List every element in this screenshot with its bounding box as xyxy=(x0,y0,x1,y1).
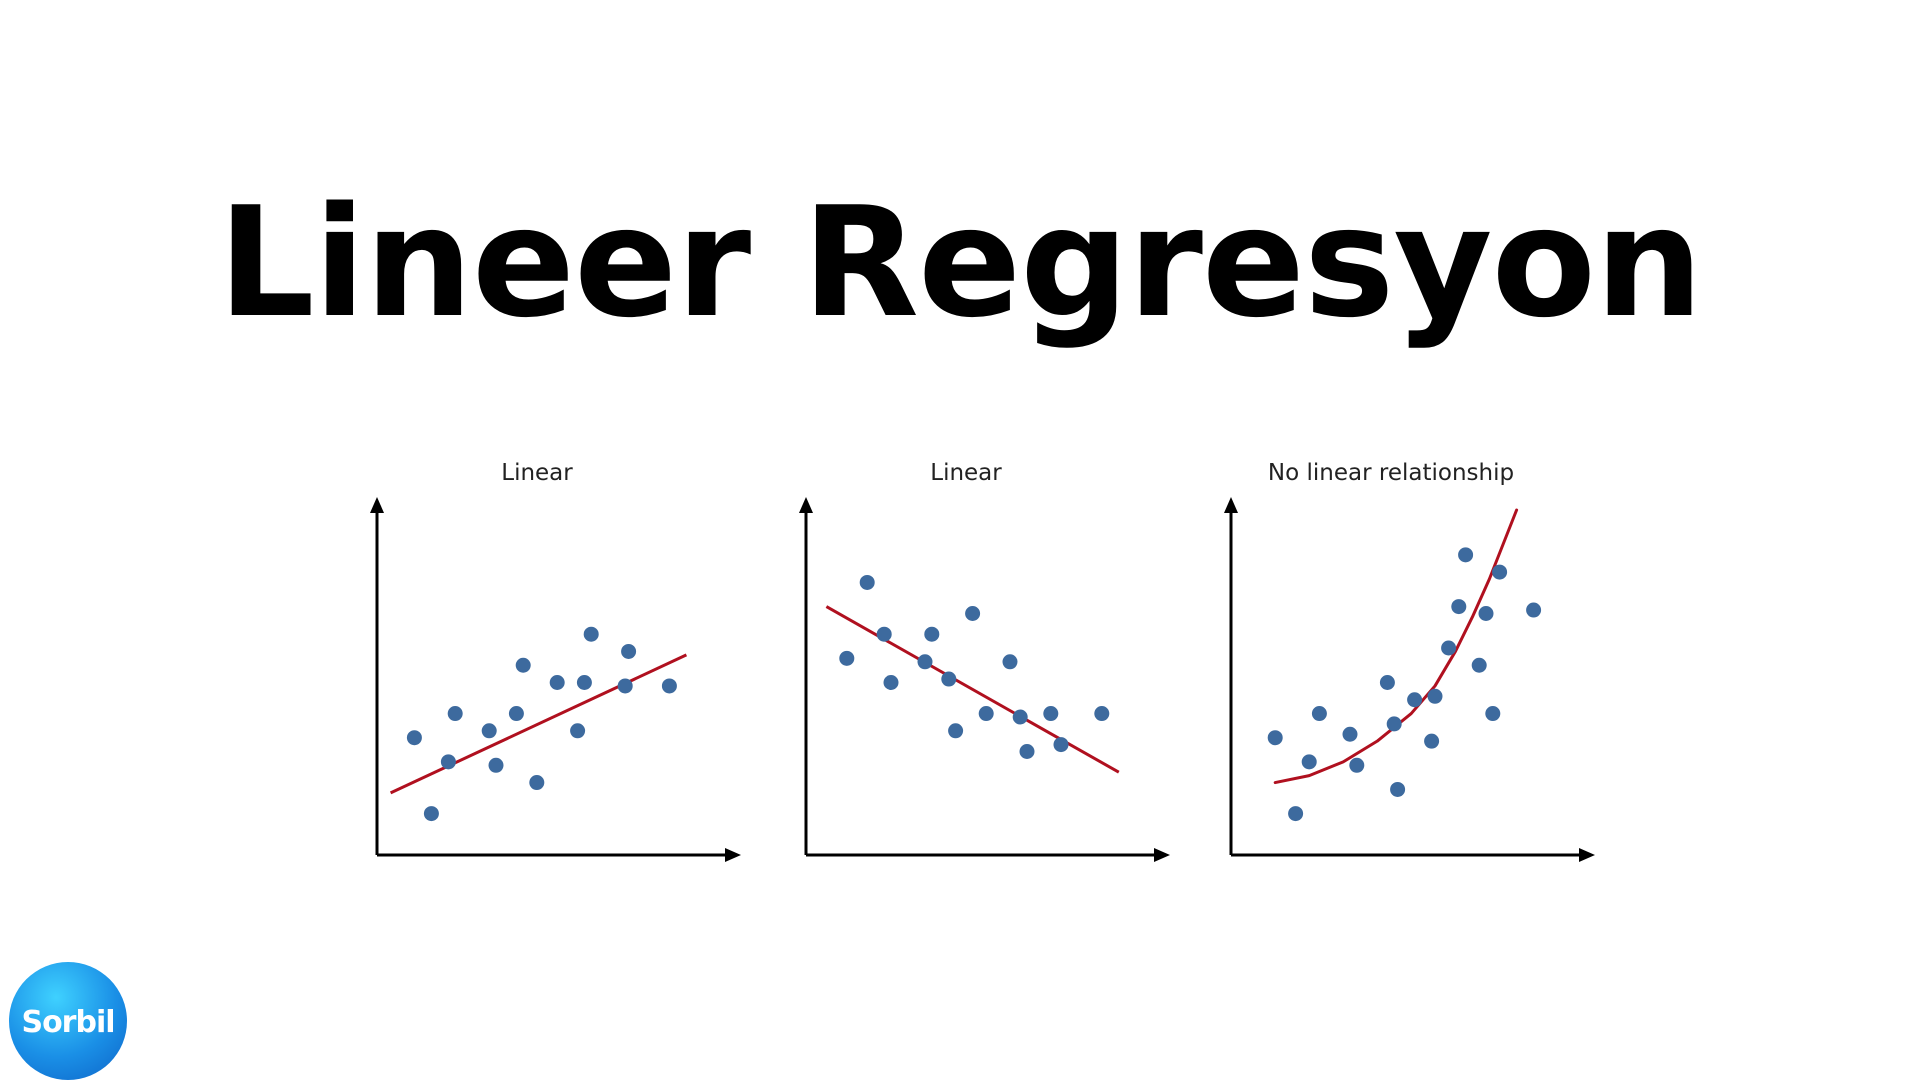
data-point xyxy=(617,678,633,694)
data-point xyxy=(1471,657,1487,673)
chart-svg: Linear xyxy=(799,460,1170,862)
y-axis-arrow xyxy=(1224,497,1238,513)
data-point xyxy=(1002,654,1018,670)
data-point xyxy=(924,626,940,642)
data-point xyxy=(1301,754,1317,770)
data-point xyxy=(621,643,637,659)
data-point xyxy=(508,706,524,722)
slide-title: Lineer Regresyon xyxy=(217,174,1703,351)
x-axis-arrow xyxy=(725,848,741,862)
chart-title: Linear xyxy=(930,460,1002,486)
data-point xyxy=(570,723,586,739)
chart-title: No linear relationship xyxy=(1268,460,1514,486)
data-point xyxy=(1288,806,1304,822)
y-axis-arrow xyxy=(370,497,384,513)
chart-svg: No linear relationship xyxy=(1224,460,1595,862)
data-point xyxy=(440,754,456,770)
data-point xyxy=(515,657,531,673)
data-point xyxy=(1043,706,1059,722)
data-point xyxy=(1053,737,1069,753)
data-point xyxy=(1379,675,1395,690)
data-point xyxy=(1458,547,1474,563)
data-point xyxy=(481,723,497,739)
data-point xyxy=(1342,726,1358,742)
data-point xyxy=(1012,709,1028,725)
data-point xyxy=(941,671,957,687)
data-point xyxy=(917,654,933,670)
chart-linear-negative: Linear xyxy=(784,455,1214,875)
data-point xyxy=(1424,733,1440,749)
regression-line xyxy=(389,653,688,795)
data-point xyxy=(529,775,545,791)
data-point xyxy=(1451,599,1467,615)
data-point xyxy=(876,626,892,642)
data-point xyxy=(883,675,899,690)
chart-no-linear: No linear relationship xyxy=(1209,455,1639,875)
data-point xyxy=(965,606,981,621)
data-point xyxy=(406,730,422,746)
data-point xyxy=(859,574,875,590)
x-axis-arrow xyxy=(1579,848,1595,862)
data-point xyxy=(1492,564,1508,580)
data-point xyxy=(1526,602,1542,618)
data-point xyxy=(1019,744,1035,759)
data-point xyxy=(423,806,439,822)
data-point xyxy=(1386,716,1402,732)
data-point xyxy=(1094,706,1110,722)
data-point xyxy=(1311,706,1327,722)
data-point xyxy=(1390,781,1406,797)
data-point xyxy=(583,626,599,642)
data-point xyxy=(576,675,592,690)
x-axis-arrow xyxy=(1154,848,1170,862)
chart-linear-positive: Linear xyxy=(355,455,785,875)
data-point xyxy=(1441,640,1457,656)
data-point xyxy=(978,706,994,722)
regression-curve xyxy=(1273,508,1519,785)
y-axis-arrow xyxy=(799,497,813,513)
data-point xyxy=(1427,688,1443,704)
regression-line xyxy=(825,605,1120,774)
chart-title: Linear xyxy=(501,460,573,486)
data-point xyxy=(948,723,964,739)
data-point xyxy=(488,757,504,773)
data-point xyxy=(447,706,463,722)
data-point xyxy=(661,678,677,694)
data-point xyxy=(1478,606,1494,621)
sorbil-logo: Sorbil xyxy=(9,962,127,1080)
data-point xyxy=(1407,692,1423,708)
data-point xyxy=(1349,757,1365,773)
logo-text: Sorbil xyxy=(21,1004,115,1040)
data-point xyxy=(549,675,565,690)
data-point xyxy=(839,650,855,666)
data-point xyxy=(1267,730,1283,746)
chart-svg: Linear xyxy=(370,460,741,862)
data-point xyxy=(1485,706,1501,722)
